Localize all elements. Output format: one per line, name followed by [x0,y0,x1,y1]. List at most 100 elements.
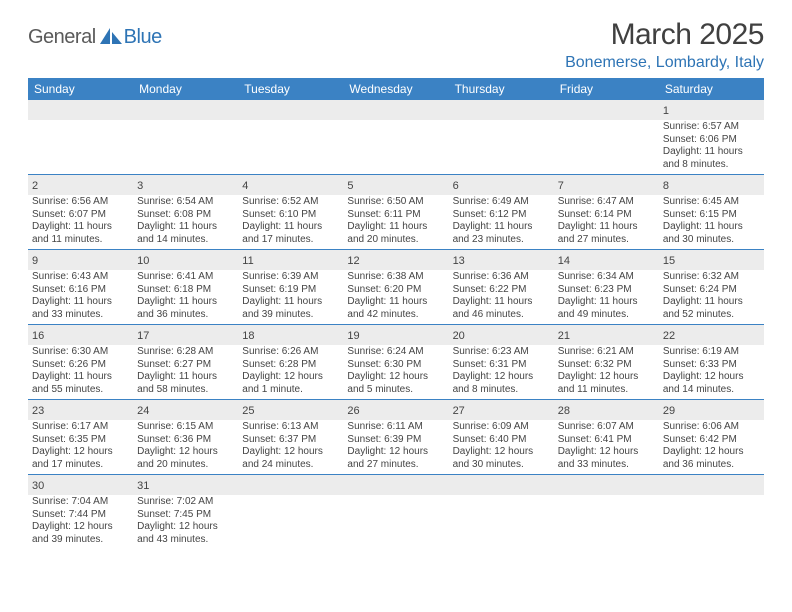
dow-sunday: Sunday [28,78,133,100]
sunset-text: Sunset: 6:16 PM [32,284,129,297]
day-number [663,480,666,492]
day-body: Sunrise: 6:34 AMSunset: 6:23 PMDaylight:… [554,270,659,324]
daylight-text: Daylight: 12 hours and 5 minutes. [347,371,444,396]
day-number-row [238,475,343,495]
day-number: 23 [32,405,44,417]
sunrise-text: Sunrise: 6:57 AM [663,121,760,134]
day-number-row: 12 [343,250,448,270]
daylight-text: Daylight: 11 hours and 36 minutes. [137,296,234,321]
day-body: Sunrise: 6:41 AMSunset: 6:18 PMDaylight:… [133,270,238,324]
day-body: Sunrise: 6:21 AMSunset: 6:32 PMDaylight:… [554,345,659,399]
weeks-container: 1Sunrise: 6:57 AMSunset: 6:06 PMDaylight… [28,100,764,549]
day-cell [28,100,133,174]
day-number-row [238,100,343,120]
day-number [137,105,140,117]
sunset-text: Sunset: 6:30 PM [347,359,444,372]
sunrise-text: Sunrise: 6:28 AM [137,346,234,359]
day-number-row: 9 [28,250,133,270]
dow-wednesday: Wednesday [343,78,448,100]
sunset-text: Sunset: 6:36 PM [137,434,234,447]
sunrise-text: Sunrise: 6:15 AM [137,421,234,434]
day-number: 27 [453,405,465,417]
daylight-text: Daylight: 11 hours and 58 minutes. [137,371,234,396]
sunset-text: Sunset: 6:07 PM [32,209,129,222]
day-number [453,480,456,492]
day-body: Sunrise: 7:02 AMSunset: 7:45 PMDaylight:… [133,495,238,549]
day-number-row: 2 [28,175,133,195]
day-cell: 4Sunrise: 6:52 AMSunset: 6:10 PMDaylight… [238,175,343,249]
daylight-text: Daylight: 11 hours and 20 minutes. [347,221,444,246]
day-cell: 20 Sunrise: 6:23 AMSunset: 6:31 PMDayligh… [449,325,554,399]
sunset-text: Sunset: 6:26 PM [32,359,129,372]
day-cell: 30Sunrise: 7:04 AMSunset: 7:44 PMDayligh… [28,475,133,549]
day-cell: 22Sunrise: 6:19 AMSunset: 6:33 PMDayligh… [659,325,764,399]
day-body: Sunrise: 6:17 AMSunset: 6:35 PMDaylight:… [28,420,133,474]
day-cell: 29Sunrise: 6:06 AMSunset: 6:42 PMDayligh… [659,400,764,474]
day-number: 9 [32,255,38,267]
day-number-row: 14 [554,250,659,270]
day-body: Sunrise: 6:36 AMSunset: 6:22 PMDaylight:… [449,270,554,324]
daylight-text: Daylight: 12 hours and 39 minutes. [32,521,129,546]
day-cell: 21Sunrise: 6:21 AMSunset: 6:32 PMDayligh… [554,325,659,399]
day-number: 2 [32,180,38,192]
brand-part1: General [28,26,96,49]
day-number: 14 [558,255,570,267]
daylight-text: Daylight: 11 hours and 27 minutes. [558,221,655,246]
sunset-text: Sunset: 6:19 PM [242,284,339,297]
sunrise-text: Sunrise: 6:11 AM [347,421,444,434]
sunrise-text: Sunrise: 6:09 AM [453,421,550,434]
sunrise-text: Sunrise: 7:02 AM [137,496,234,509]
day-number: 12 [347,255,359,267]
day-cell [659,475,764,549]
sunrise-text: Sunrise: 6:19 AM [663,346,760,359]
day-cell: 14 Sunrise: 6:34 AMSunset: 6:23 PMDayligh… [554,250,659,324]
day-cell [238,100,343,174]
sunset-text: Sunset: 6:35 PM [32,434,129,447]
sunset-text: Sunset: 6:12 PM [453,209,550,222]
sunrise-text: Sunrise: 7:04 AM [32,496,129,509]
day-cell: 17Sunrise: 6:28 AMSunset: 6:27 PMDayligh… [133,325,238,399]
day-number: 16 [32,330,44,342]
day-cell: 12Sunrise: 6:38 AMSunset: 6:20 PMDayligh… [343,250,448,324]
day-cell: 13Sunrise: 6:36 AMSunset: 6:22 PMDayligh… [449,250,554,324]
calendar: Sunday Monday Tuesday Wednesday Thursday… [28,78,764,549]
day-number: 18 [242,330,254,342]
day-number-row [554,475,659,495]
sunrise-text: Sunrise: 6:23 AM [453,346,550,359]
day-cell [343,475,448,549]
sunset-text: Sunset: 6:24 PM [663,284,760,297]
day-number-row: 1 [659,100,764,120]
day-body: Sunrise: 7:04 AMSunset: 7:44 PMDaylight:… [28,495,133,549]
daylight-text: Daylight: 12 hours and 1 minute. [242,371,339,396]
day-number [558,480,561,492]
day-number-row: 4 [238,175,343,195]
sunrise-text: Sunrise: 6:41 AM [137,271,234,284]
day-body: Sunrise: 6:11 AMSunset: 6:39 PMDaylight:… [343,420,448,474]
month-title: March 2025 [565,18,764,52]
brand-logo: General Blue [28,26,162,49]
day-number-row [554,100,659,120]
sunrise-text: Sunrise: 6:50 AM [347,196,444,209]
day-cell: 28Sunrise: 6:07 AMSunset: 6:41 PMDayligh… [554,400,659,474]
day-number-row: 8 [659,175,764,195]
day-number: 5 [347,180,353,192]
daylight-text: Daylight: 11 hours and 39 minutes. [242,296,339,321]
sunset-text: Sunset: 6:23 PM [558,284,655,297]
day-number: 26 [347,405,359,417]
daylight-text: Daylight: 12 hours and 43 minutes. [137,521,234,546]
day-number: 20 [453,330,465,342]
day-body: Sunrise: 6:52 AMSunset: 6:10 PMDaylight:… [238,195,343,249]
day-number-row: 24 [133,400,238,420]
day-body: Sunrise: 6:23 AMSunset: 6:31 PMDaylight:… [449,345,554,399]
day-number-row [449,100,554,120]
day-cell: 11Sunrise: 6:39 AMSunset: 6:19 PMDayligh… [238,250,343,324]
day-number-row: 7 [554,175,659,195]
sunrise-text: Sunrise: 6:39 AM [242,271,339,284]
day-body: Sunrise: 6:24 AMSunset: 6:30 PMDaylight:… [343,345,448,399]
day-cell: 25Sunrise: 6:13 AMSunset: 6:37 PMDayligh… [238,400,343,474]
day-number-row: 29 [659,400,764,420]
day-cell [238,475,343,549]
sunset-text: Sunset: 7:45 PM [137,509,234,522]
day-body: Sunrise: 6:39 AMSunset: 6:19 PMDaylight:… [238,270,343,324]
day-cell: 10Sunrise: 6:41 AMSunset: 6:18 PMDayligh… [133,250,238,324]
